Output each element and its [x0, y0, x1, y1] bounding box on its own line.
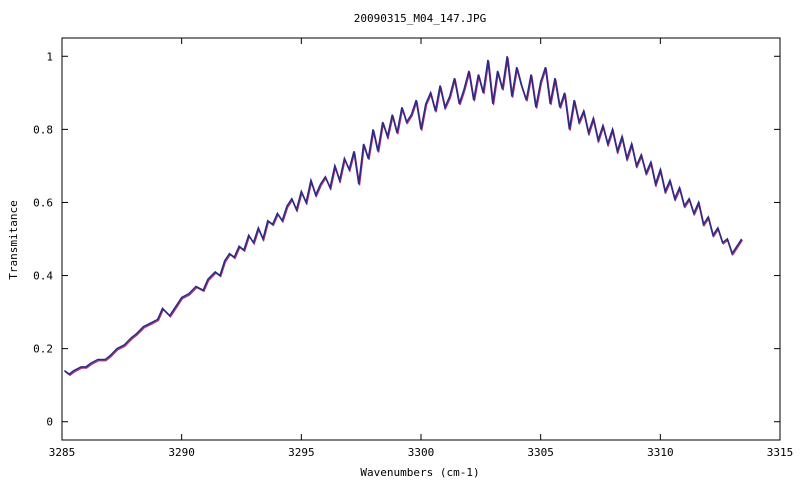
- x-axis-label: Wavenumbers (cm-1): [360, 466, 479, 479]
- y-tick-label: 0.8: [33, 123, 53, 136]
- x-axis: 3285 3290 3295 3300 3305 3310 3315: [49, 38, 794, 459]
- y-axis-label: Transmitance: [7, 200, 20, 279]
- y-tick-label: 0: [46, 416, 53, 429]
- y-tick-label: 0.2: [33, 343, 53, 356]
- y-tick-label: 0.6: [33, 196, 53, 209]
- series-shadow-line: [64, 57, 744, 377]
- x-tick-label: 3315: [767, 446, 794, 459]
- y-tick-label: 0.4: [33, 270, 53, 283]
- x-tick-label: 3310: [647, 446, 674, 459]
- plot-frame: [61, 37, 781, 441]
- x-tick-label: 3290: [168, 446, 195, 459]
- chart-title: 20090315_M04_147.JPG: [354, 12, 486, 25]
- y-tick-label: 1: [46, 50, 53, 63]
- x-tick-label: 3295: [288, 446, 315, 459]
- x-tick-label: 3305: [527, 446, 554, 459]
- x-tick-label: 3285: [49, 446, 76, 459]
- series-line: [63, 56, 743, 376]
- y-axis: 0 0.2 0.4 0.6 0.8 1: [33, 50, 780, 429]
- x-tick-label: 3300: [408, 446, 435, 459]
